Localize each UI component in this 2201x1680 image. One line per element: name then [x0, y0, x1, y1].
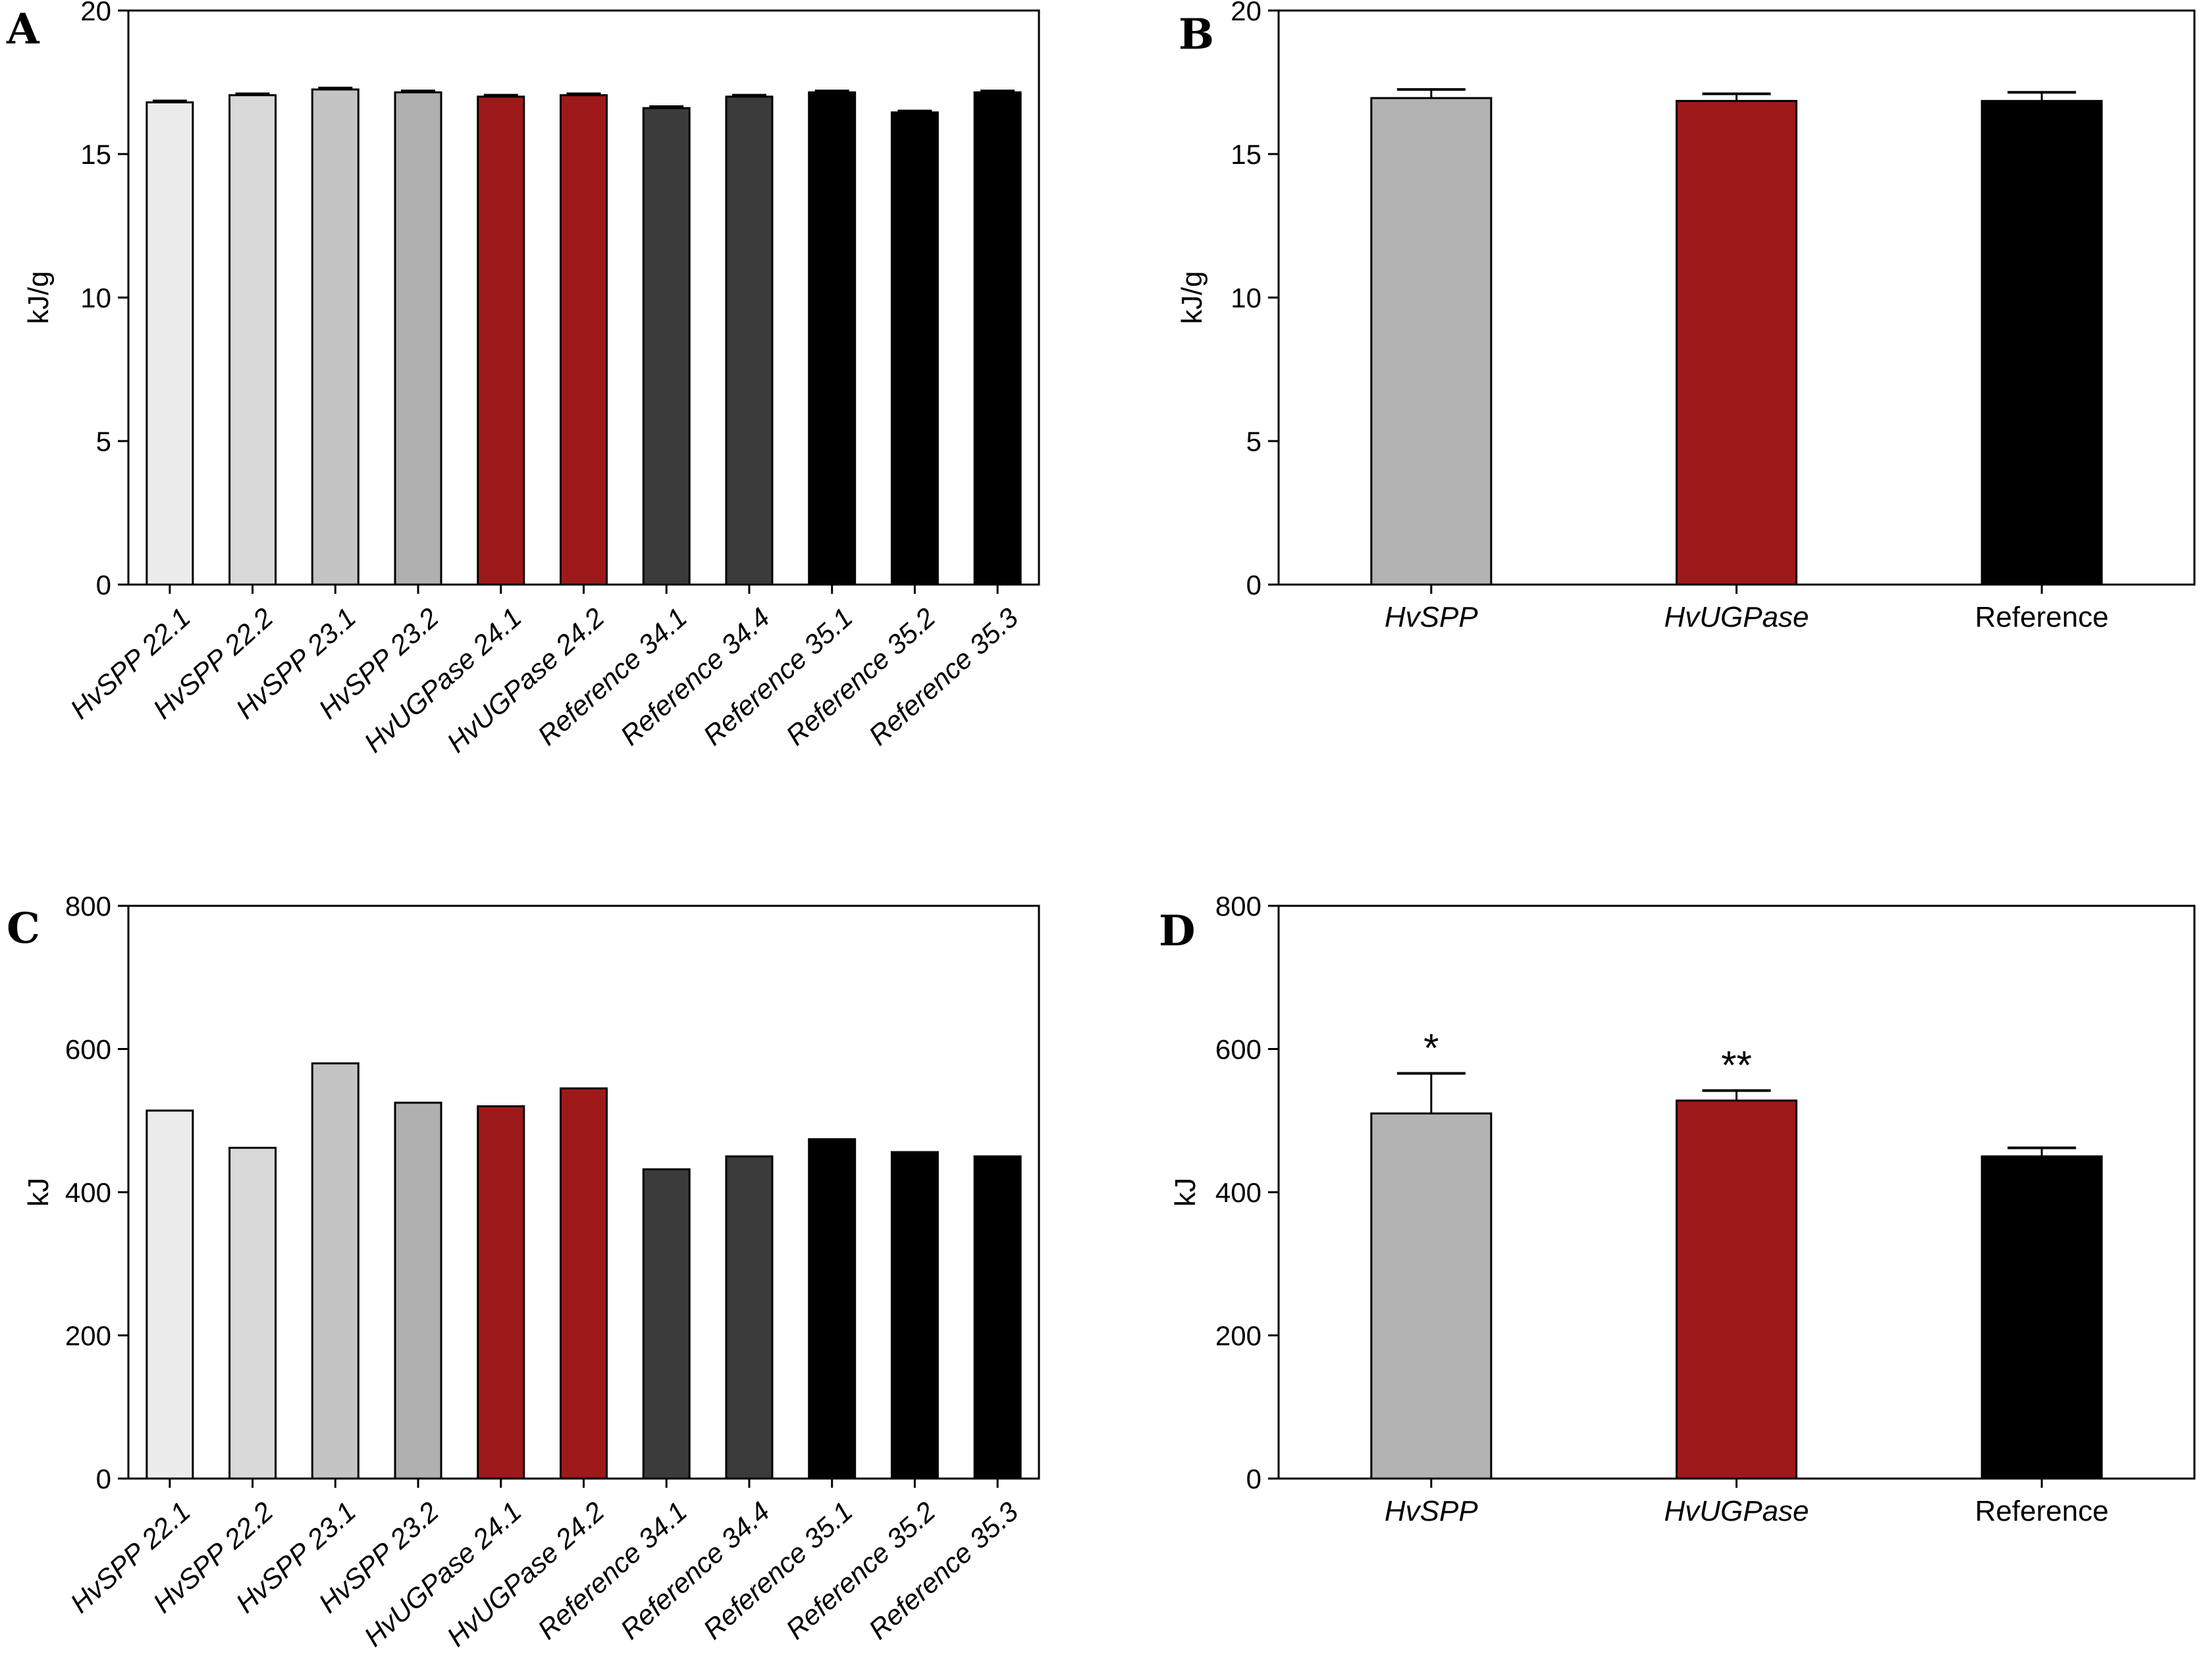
x-tick-label: Reference 35.3 — [862, 602, 1024, 751]
bar — [808, 1138, 857, 1480]
bar — [1676, 1099, 1797, 1480]
x-tick-label: HvUGPase — [1664, 1495, 1809, 1527]
x-tick-label: Reference — [1975, 601, 2109, 633]
x-tick-label: Reference 35.1 — [697, 602, 859, 751]
y-tick-label: 15 — [80, 139, 111, 170]
panel-letter: C — [7, 904, 40, 953]
bar — [146, 1109, 194, 1480]
bar — [890, 1151, 939, 1480]
y-tick-label: 800 — [65, 891, 111, 922]
x-tick-label: HvSPP — [1385, 1495, 1478, 1527]
x-tick-label: HvUGPase — [1664, 601, 1809, 633]
x-tick-label: Reference 34.1 — [531, 602, 693, 751]
y-tick-label: 800 — [1215, 891, 1261, 922]
x-tick-label: Reference 34.1 — [531, 1496, 693, 1645]
bar — [477, 1105, 525, 1480]
y-axis-title: kJ — [1169, 1178, 1202, 1207]
y-tick-label: 600 — [65, 1034, 111, 1065]
bar — [1370, 97, 1493, 586]
x-tick-label: Reference — [1975, 1495, 2109, 1527]
bar — [725, 1155, 774, 1480]
y-tick-label: 0 — [96, 569, 111, 600]
bar — [1370, 1112, 1493, 1480]
panel-letter: D — [1159, 906, 1196, 956]
y-axis-title: kJ/g — [1176, 271, 1208, 325]
y-tick-label: 15 — [1231, 139, 1261, 170]
x-tick-label: HvSPP — [1385, 601, 1478, 633]
y-tick-label: 5 — [96, 426, 111, 457]
significance-mark: ** — [1721, 1043, 1752, 1088]
bar — [146, 101, 194, 586]
bar — [394, 91, 442, 586]
y-tick-label: 5 — [1246, 426, 1261, 457]
x-tick-label: Reference 34.4 — [614, 602, 776, 751]
bar — [394, 1101, 442, 1480]
y-tick-label: 0 — [1246, 1463, 1261, 1494]
bar — [311, 1062, 359, 1480]
y-tick-label: 200 — [65, 1321, 111, 1352]
x-tick-label: Reference 35.2 — [780, 602, 941, 751]
y-tick-label: 600 — [1215, 1034, 1261, 1065]
bar — [642, 1168, 691, 1480]
bar — [1980, 1155, 2103, 1480]
bar — [808, 91, 857, 586]
y-tick-label: 200 — [1215, 1321, 1261, 1352]
bar — [973, 1155, 1022, 1480]
y-tick-label: 400 — [65, 1177, 111, 1208]
y-axis-title: kJ — [22, 1178, 55, 1207]
x-tick-label: Reference 35.2 — [780, 1496, 941, 1645]
y-tick-label: 10 — [1231, 282, 1261, 313]
bar — [477, 95, 525, 586]
y-tick-label: 400 — [1215, 1177, 1261, 1208]
x-tick-label: Reference 35.3 — [862, 1496, 1024, 1645]
y-tick-label: 20 — [1231, 0, 1261, 26]
bar — [228, 1147, 277, 1480]
y-tick-label: 20 — [80, 0, 111, 26]
panel-letter: B — [1179, 10, 1214, 59]
bar — [228, 94, 277, 586]
panel-d: D 0 200 400 600 800 kJ * HvSPP ** HvUGPase Referen… — [1159, 891, 2196, 1527]
bar — [973, 91, 1022, 586]
bar — [560, 1087, 608, 1480]
bar — [725, 95, 774, 586]
x-tick-label: Reference 35.1 — [697, 1496, 859, 1645]
panel-b: B 0 5 10 15 20 kJ/g HvSPP HvUGPase Reference — [1176, 0, 2196, 633]
bar — [311, 88, 359, 586]
bar — [1676, 99, 1797, 586]
panel-letter: A — [6, 5, 40, 54]
y-tick-label: 0 — [96, 1463, 111, 1494]
y-tick-label: 0 — [1246, 569, 1261, 600]
bar — [642, 107, 691, 586]
bar — [560, 94, 608, 586]
x-tick-label: Reference 34.4 — [614, 1496, 776, 1645]
significance-mark: * — [1423, 1026, 1439, 1070]
bar — [890, 111, 939, 586]
y-axis-title: kJ/g — [22, 271, 55, 325]
bar — [1980, 99, 2103, 586]
y-tick-label: 10 — [80, 282, 111, 313]
